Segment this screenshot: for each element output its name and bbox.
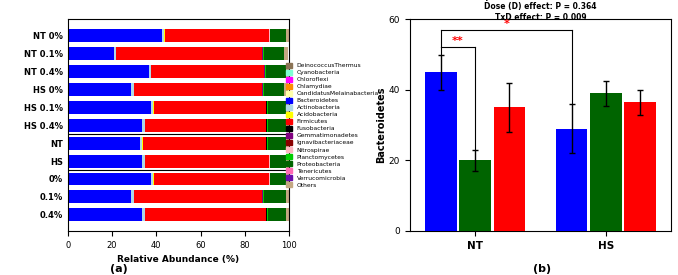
Bar xyxy=(590,93,622,231)
Bar xyxy=(556,129,587,231)
Bar xyxy=(624,102,656,231)
Bar xyxy=(268,101,285,114)
Bar xyxy=(286,208,290,221)
Bar xyxy=(69,47,114,60)
Text: *: * xyxy=(503,19,509,29)
Bar xyxy=(494,108,525,231)
Bar xyxy=(165,29,268,42)
Bar xyxy=(140,137,142,150)
Bar xyxy=(284,83,288,96)
Bar xyxy=(286,101,290,114)
Bar xyxy=(69,208,142,221)
Bar xyxy=(286,65,290,78)
Bar xyxy=(271,29,285,42)
Bar xyxy=(268,137,285,150)
Bar xyxy=(151,101,153,114)
Bar xyxy=(149,65,151,78)
Bar xyxy=(116,47,262,60)
Bar xyxy=(142,137,266,150)
Bar xyxy=(284,47,288,60)
Bar xyxy=(145,208,266,221)
Bar xyxy=(151,65,264,78)
Bar xyxy=(142,155,144,167)
Text: Temperature (T) effect: P = 0.624
Dose (D) effect: P = 0.364
TxD effect: P = 0.0: Temperature (T) effect: P = 0.624 Dose (… xyxy=(468,0,613,21)
Bar xyxy=(69,83,132,96)
Bar xyxy=(286,29,290,42)
Text: (b): (b) xyxy=(534,264,551,274)
Bar xyxy=(69,29,162,42)
Bar xyxy=(271,155,285,167)
Bar xyxy=(268,208,285,221)
Bar xyxy=(268,119,285,132)
Bar xyxy=(264,191,285,204)
Bar xyxy=(154,172,268,185)
Bar xyxy=(425,72,456,231)
Bar xyxy=(459,160,491,231)
Y-axis label: Bacteroidetes: Bacteroidetes xyxy=(376,87,386,163)
Bar xyxy=(264,83,283,96)
Bar xyxy=(132,83,134,96)
Bar xyxy=(286,172,290,185)
Text: (a): (a) xyxy=(110,264,127,274)
Bar xyxy=(134,191,262,204)
Bar xyxy=(69,191,132,204)
Bar xyxy=(264,47,283,60)
Bar xyxy=(286,191,290,204)
Bar xyxy=(69,101,151,114)
X-axis label: Relative Abundance (%): Relative Abundance (%) xyxy=(117,255,239,264)
Bar xyxy=(162,29,165,42)
Bar xyxy=(286,155,290,167)
Text: **: ** xyxy=(452,36,464,46)
Legend: DeinococcusThermus, Cyanobacteria, Chloroflexi, Chlamydiae, CandidatusMelainabac: DeinococcusThermus, Cyanobacteria, Chlor… xyxy=(286,63,379,188)
Bar xyxy=(69,137,140,150)
Bar xyxy=(69,119,142,132)
Bar xyxy=(134,83,262,96)
Bar xyxy=(132,191,134,204)
Bar xyxy=(145,155,268,167)
Bar xyxy=(69,155,142,167)
Bar xyxy=(266,65,285,78)
Bar xyxy=(142,119,144,132)
Bar xyxy=(69,172,151,185)
Bar xyxy=(145,119,266,132)
Bar xyxy=(114,47,116,60)
Bar xyxy=(142,208,144,221)
Bar xyxy=(69,65,149,78)
Bar xyxy=(286,137,290,150)
Bar xyxy=(151,172,153,185)
Bar xyxy=(154,101,266,114)
Bar xyxy=(286,119,290,132)
Bar xyxy=(271,172,285,185)
